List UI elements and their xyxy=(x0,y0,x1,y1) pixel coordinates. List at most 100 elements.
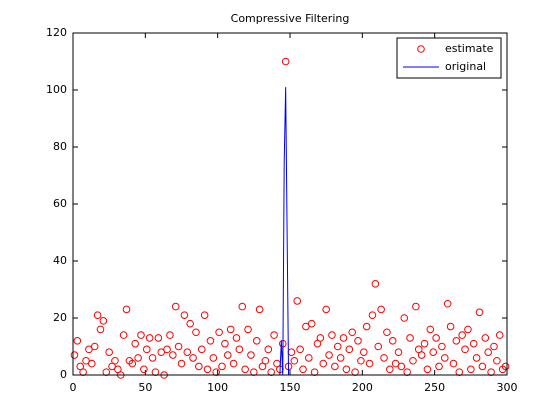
estimate-point xyxy=(140,365,148,374)
estimate-point xyxy=(238,302,247,311)
legend-label: estimate xyxy=(445,42,494,55)
estimate-point xyxy=(348,328,357,337)
estimate-point xyxy=(93,311,102,319)
estimate-point xyxy=(307,319,316,328)
estimate-point xyxy=(406,334,414,342)
estimate-point xyxy=(446,322,455,331)
estimate-point xyxy=(490,342,498,351)
estimate-point xyxy=(305,354,313,362)
estimate-point xyxy=(73,337,82,345)
estimate-point xyxy=(394,348,403,357)
y-tick-label: 20 xyxy=(53,311,67,324)
estimate-point xyxy=(195,362,203,371)
estimate-point xyxy=(412,302,420,311)
estimate-point xyxy=(174,342,183,351)
estimate-point xyxy=(493,356,501,365)
estimate-point xyxy=(342,365,351,374)
estimate-point xyxy=(386,365,394,374)
estimate-point xyxy=(154,334,163,342)
x-tick-label: 150 xyxy=(280,381,301,394)
chart-title: Compressive Filtering xyxy=(231,12,350,25)
estimate-point xyxy=(328,331,336,339)
estimate-point xyxy=(429,348,438,357)
estimate-point xyxy=(354,337,362,345)
estimate-point xyxy=(464,325,472,334)
estimate-point xyxy=(189,354,197,362)
estimate-point xyxy=(171,302,180,311)
estimate-point xyxy=(383,328,391,337)
estimate-point xyxy=(423,365,432,374)
estimate-point xyxy=(186,319,194,328)
estimate-point xyxy=(177,359,186,368)
estimate-point xyxy=(420,339,429,348)
x-tick-label: 200 xyxy=(352,381,373,394)
estimate-point xyxy=(501,362,510,371)
x-tick-label: 0 xyxy=(70,381,77,394)
estimate-point xyxy=(226,325,235,334)
estimate-point xyxy=(380,354,388,362)
estimate-point xyxy=(365,359,374,368)
estimate-point xyxy=(388,337,397,345)
estimate-point xyxy=(88,359,96,368)
estimate-point xyxy=(122,305,131,314)
legend-label: original xyxy=(445,60,486,73)
estimate-point xyxy=(169,351,177,359)
estimate-point xyxy=(96,325,105,334)
estimate-point xyxy=(270,331,278,339)
estimate-point xyxy=(90,342,99,351)
estimate-point xyxy=(293,297,302,305)
legend-box xyxy=(396,37,502,79)
y-tick-label: 120 xyxy=(46,26,67,39)
estimate-point xyxy=(319,359,328,368)
estimate-point xyxy=(261,356,270,365)
estimate-point xyxy=(296,345,304,354)
estimate-point xyxy=(299,365,307,374)
estimate-point xyxy=(461,345,469,354)
estimate-point xyxy=(244,325,252,334)
plot-frame xyxy=(72,32,508,376)
estimate-point xyxy=(362,322,371,331)
estimate-point xyxy=(223,351,232,359)
estimate-point xyxy=(331,362,339,371)
estimate-point xyxy=(163,345,171,354)
x-tick-label: 250 xyxy=(424,381,445,394)
estimate-point xyxy=(426,325,435,334)
estimate-point xyxy=(200,311,209,319)
estimate-point xyxy=(484,348,492,357)
estimate-point xyxy=(264,345,273,354)
estimate-point xyxy=(417,351,426,359)
estimate-point xyxy=(371,280,380,288)
y-tick-label: 60 xyxy=(53,197,67,210)
estimate-point xyxy=(469,339,478,348)
estimate-point xyxy=(435,362,443,371)
estimate-point xyxy=(432,334,440,342)
estimate-point xyxy=(409,356,417,365)
estimate-point xyxy=(339,334,348,342)
estimate-point xyxy=(368,311,377,319)
estimate-point xyxy=(232,334,241,342)
estimate-point xyxy=(192,328,200,337)
estimate-point xyxy=(241,365,249,374)
estimate-point xyxy=(400,314,409,322)
estimate-point xyxy=(322,305,330,314)
estimate-point xyxy=(119,331,128,339)
estimate-point xyxy=(467,365,475,374)
estimate-point xyxy=(397,362,406,371)
estimate-point xyxy=(472,354,481,362)
y-tick-label: 80 xyxy=(53,140,67,153)
x-tick-label: 50 xyxy=(138,381,152,394)
estimate-point xyxy=(440,354,449,362)
original-line xyxy=(73,87,507,376)
estimate-point xyxy=(206,337,215,345)
estimate-point xyxy=(475,308,484,317)
x-tick-label: 300 xyxy=(497,381,518,394)
y-tick-label: 0 xyxy=(60,368,67,381)
estimate-point xyxy=(105,348,113,357)
estimate-point xyxy=(142,345,151,354)
estimate-point xyxy=(458,331,466,339)
estimate-point xyxy=(281,57,290,66)
estimate-point xyxy=(166,331,174,339)
estimate-point xyxy=(215,328,223,337)
